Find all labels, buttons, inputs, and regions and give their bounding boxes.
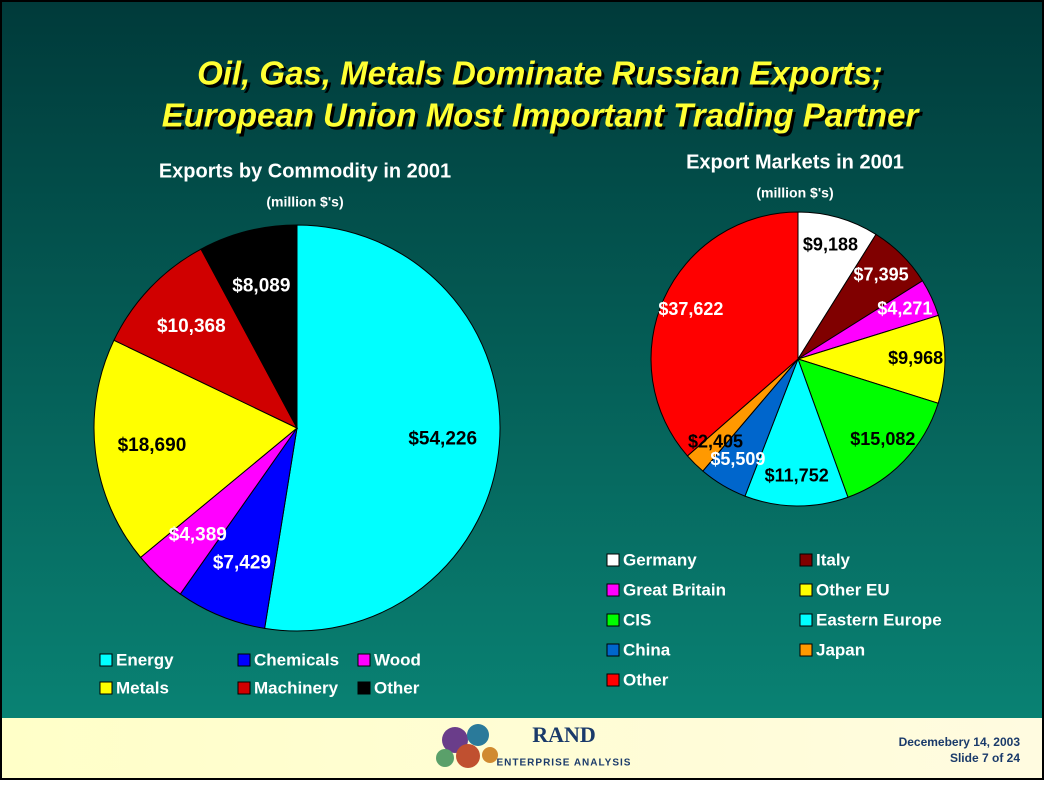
pie-slice [93,339,298,559]
legend-swatch [799,613,813,627]
pie-slice [744,357,849,507]
legend-swatch [606,553,620,567]
logo-subtext: ENTERPRISE ANALYSIS [497,758,632,769]
value-label: $37,622 [658,299,723,319]
legend-label: Eastern Europe [816,610,942,629]
legend-swatch [606,643,620,657]
value-label: $10,368 [157,316,226,337]
value-label: $54,226 [408,429,477,450]
legend-label: Italy [816,550,851,569]
value-label: $2,405 [688,432,743,452]
legend-swatch [99,653,113,667]
chart-title: Export Markets in 2001 [686,151,904,173]
pie-slice [200,224,298,429]
value-label: $15,082 [850,429,915,449]
slide-title: European Union Most Important Trading Pa… [162,97,921,134]
footer-date: Decemebery 14, 2003 [899,735,1021,749]
legend-swatch [606,583,620,597]
value-label: $4,271 [877,299,932,319]
legend-label: Germany [623,550,697,569]
logo-text: RAND [532,722,596,747]
value-label: $7,429 [213,552,271,573]
legend-label: Japan [816,640,865,659]
pie-slice [113,248,299,430]
value-label: $11,752 [765,465,829,485]
pie-slice [797,358,939,498]
legend-swatch [357,681,371,695]
legend-label: Machinery [254,678,339,697]
pie-slice [650,211,799,457]
legend-label: Metals [116,678,169,697]
logo-icon [436,724,498,768]
legend-swatch [237,681,251,695]
legend-label: Other EU [816,580,890,599]
legend-swatch [357,653,371,667]
legend-label: Other [374,678,420,697]
legend-label: Wood [374,650,421,669]
legend-label: China [623,640,671,659]
chart-subtitle: (million $'s) [756,185,833,201]
value-label: $7,395 [854,265,909,285]
chart-subtitle: (million $'s) [266,194,343,210]
legend-swatch [799,553,813,567]
legend-label: Chemicals [254,650,339,669]
chart-title: Exports by Commodity in 2001 [159,160,451,182]
value-label: $18,690 [118,435,187,456]
legend-swatch [606,613,620,627]
value-label: $4,389 [169,524,227,545]
slide-title: Oil, Gas, Metals Dominate Russian Export… [197,55,883,92]
legend-swatch [799,643,813,657]
legend-swatch [99,681,113,695]
value-label: $9,188 [803,235,858,255]
pie-slice [796,314,946,404]
pie-slice [797,211,877,361]
value-label: $9,968 [888,348,943,368]
value-label: $8,089 [232,275,290,296]
legend-swatch [799,583,813,597]
footer-slide: Slide 7 of 24 [950,751,1020,765]
pie-slice [264,224,501,632]
legend-swatch [237,653,251,667]
legend-label: CIS [623,610,651,629]
legend-swatch [606,673,620,687]
legend-label: Great Britain [623,580,726,599]
value-label: $5,509 [710,449,765,469]
footer-band [2,718,1042,778]
legend-label: Energy [116,650,174,669]
legend-label: Other [623,670,669,689]
